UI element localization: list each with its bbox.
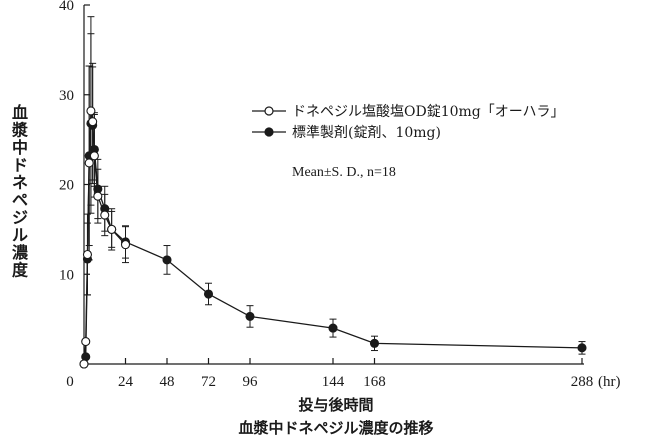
legend: ドネペジル塩酸塩OD錠10mg「オーハラ」 標準製剤(錠剤、10mg) Mean… [252,104,564,180]
y-axis-label-char: ペ [12,191,28,210]
x-tick-label: 288 [571,374,594,390]
data-point-reference-tablet [203,289,214,299]
data-point-reference-tablet [162,255,172,265]
y-axis-label-char: 濃 [12,243,29,262]
y-axis-label: 血漿中ドネペジル濃度 [11,103,29,280]
stats-annotation: Mean±S. D., n=18 [292,165,396,180]
data-point-reference-tablet [245,311,255,321]
data-points [79,106,587,369]
x-tick-label: 96 [243,374,259,390]
legend-label-series-2: 標準製剤(錠剤、10mg) [292,125,441,141]
y-axis-label-char: 血 [12,103,28,122]
y-tick-label: 10 [59,267,74,283]
data-point-od-tablet [84,158,94,168]
legend-label-series-1: ドネペジル塩酸塩OD錠10mg「オーハラ」 [292,104,564,120]
y-tick-label: 40 [59,0,74,14]
data-point-reference-tablet [369,338,380,348]
x-tick-label: 144 [322,374,345,390]
data-point-od-tablet [86,106,96,116]
x-tick-label: 168 [363,374,386,390]
data-point-od-tablet [89,151,99,161]
data-point-od-tablet [93,191,103,201]
x-tick-label: 72 [201,374,216,390]
data-point-reference-tablet [577,343,587,353]
data-point-od-tablet [120,240,131,250]
y-axis-label-char: ジ [12,208,28,227]
y-axis-label-char: ネ [12,173,28,192]
chart-axes [83,4,584,365]
x-tick-label: 0 [66,374,74,390]
y-axis-label-char: ド [12,156,28,175]
x-axis-label: 投与後時間 [298,396,373,414]
x-tick-label: 48 [160,374,175,390]
y-axis-label-char: 漿 [11,121,29,140]
data-point-od-tablet [100,210,110,220]
chart-caption: 血漿中ドネペジル濃度の推移 [238,419,433,437]
x-axis-unit: (hr) [598,374,621,390]
y-tick-label: 30 [59,88,74,104]
legend-marker-series-2 [264,127,274,137]
y-axis-label-char: ル [12,226,28,245]
tick-labels: 10 20 30 40 0 24 48 72 96 144 168 288 (hr) [59,0,621,390]
legend-marker-series-1 [264,106,274,116]
data-point-od-tablet [107,224,117,234]
y-axis-label-char: 中 [12,138,28,157]
data-point-od-tablet [79,359,89,369]
data-point-od-tablet [81,337,91,347]
x-tick-label: 24 [118,374,134,390]
data-point-od-tablet [88,117,98,127]
y-axis-label-char: 度 [12,261,29,280]
y-tick-label: 20 [59,178,74,194]
data-point-od-tablet [82,249,93,260]
error-bars [83,16,586,355]
data-point-reference-tablet [328,323,338,333]
